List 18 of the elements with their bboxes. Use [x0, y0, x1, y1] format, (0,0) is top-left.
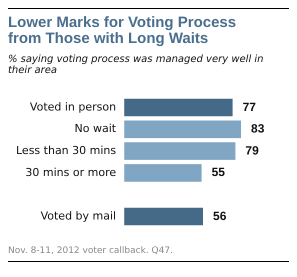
bar — [124, 164, 202, 182]
data-label: 77 — [242, 100, 256, 114]
y-tick-label: Voted in person — [30, 100, 116, 114]
data-label: 79 — [245, 143, 260, 158]
bar — [124, 208, 204, 226]
y-tick-label: Less than 30 mins — [16, 144, 116, 157]
data-label: 55 — [212, 165, 226, 180]
y-tick-label: 30 mins or more — [25, 166, 116, 179]
y-tick-label: Voted by mail — [40, 209, 116, 222]
chart-subtitle: % saying voting process was managed very well in their area — [8, 54, 265, 76]
bar — [124, 142, 236, 160]
text: Nov. 8-11, 2012 voter callback. Q47. — [8, 246, 174, 257]
data-label: 56 — [213, 208, 227, 223]
chart-title: Lower Marks for Voting Process from Those with Long Waits — [8, 14, 238, 47]
y-tick-label: No wait — [74, 122, 117, 136]
bar — [124, 120, 242, 138]
bar — [124, 98, 233, 116]
data-label: 83 — [251, 122, 265, 136]
